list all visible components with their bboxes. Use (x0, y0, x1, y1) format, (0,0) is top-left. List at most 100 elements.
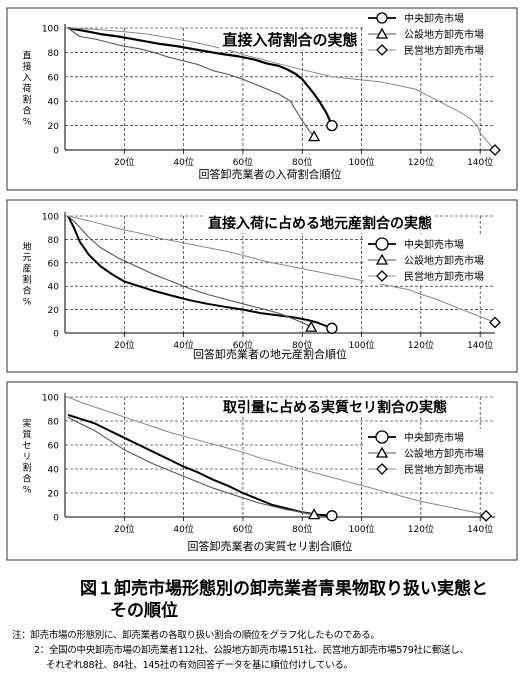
chart-2-x-tick-label: 80位 (292, 339, 312, 351)
figure-caption: 図１卸売市場形態別の卸売業者青果物取り扱い実態と その順位 (80, 578, 510, 622)
chart-3-y-axis-label: リ (22, 453, 31, 463)
chart-2-y-axis-label: 地 (22, 241, 31, 253)
chart-3-series-3-end-marker (480, 509, 493, 522)
chart-1-series-3-line (67, 27, 496, 151)
chart-1-y-axis-label: 直 (22, 50, 31, 62)
chart-1-title-background (219, 30, 361, 50)
caption-line-2: その順位 (110, 601, 178, 621)
chart-3-series-2-end-marker (307, 508, 321, 520)
chart-1-y-axis-label: % (23, 118, 32, 128)
chart-1-series-2-line (67, 27, 315, 137)
chart-3-legend-label-1: 中央卸売市場 (404, 431, 464, 444)
chart-2-y-axis-label: % (23, 298, 32, 308)
chart-2-series-1-end-marker (326, 322, 338, 334)
chart-3-legend-marker-3 (376, 463, 388, 475)
chart-3-legend-marker-2 (375, 446, 389, 458)
chart-3-x-axis-label: 回答卸売業者の実質セリ割合順位 (188, 539, 353, 553)
chart-1-y-axis-label: 荷 (22, 84, 31, 95)
chart-3-y-axis-label: セ (22, 441, 31, 452)
chart-3-x-tick-label: 60位 (233, 523, 253, 535)
chart-2-x-tick-label: 100位 (348, 339, 374, 351)
chart-3-y-tick-label: 20 (48, 490, 60, 500)
chart-3-x-tick-label: 40位 (173, 523, 193, 535)
chart-2-series-2-end-marker (305, 320, 318, 332)
chart-3-legend-marker-1 (375, 430, 389, 444)
chart-2-legend-marker-1 (375, 237, 389, 251)
chart-2-y-tick-label: 100 (42, 213, 59, 223)
chart-2-x-tick-label: 60位 (233, 339, 253, 351)
chart-1-frame (6, 7, 518, 191)
chart-2-legend-marker-2 (375, 253, 389, 265)
chart-3-series-2-line (67, 416, 315, 516)
chart-2-x-axis-label: 回答卸売業者の地元産割合順位 (193, 347, 347, 361)
note-2-continued: それぞれ88社、84社、145社の有効回答データを基に順位付けしている。 (46, 660, 353, 671)
chart-1-x-tick-label: 140位 (467, 156, 493, 168)
chart-1-legend-marker-2 (375, 27, 389, 39)
chart-3-legend-label-3: 民営地方卸売市場 (404, 463, 484, 476)
chart-3-x-tick-label: 20位 (114, 523, 134, 535)
chart-3-title: 取引量に占める実質セリ割合の実態 (223, 399, 447, 416)
chart-2-y-axis-label: 産 (22, 263, 31, 275)
chart-1-x-tick-label: 100位 (348, 156, 374, 168)
chart-1-y-tick-label: 40 (48, 98, 60, 108)
chart-1-x-axis-label: 回答卸売業者の入荷割合順位 (199, 167, 342, 181)
chart-1-y-tick-label: 60 (48, 73, 60, 83)
chart-2-legend-label-1: 中央卸売市場 (404, 238, 464, 251)
chart-2-y-axis-label: 合 (22, 285, 31, 297)
chart-2-y-tick-label: 20 (48, 306, 60, 316)
chart-2-series-2-line (67, 215, 312, 328)
chart-3-y-tick-label: 0 (53, 514, 59, 524)
chart-2-x-tick-label: 120位 (408, 339, 434, 351)
chart-2-y-tick-label: 60 (48, 259, 60, 269)
chart-2-y-axis-label: 元 (22, 254, 31, 264)
chart-1-series-1-end-marker (326, 119, 338, 132)
chart-1-x-tick-label: 40位 (173, 156, 193, 168)
chart-3-x-tick-label: 100位 (348, 523, 374, 535)
chart-3-y-axis-label: 合 (22, 473, 31, 485)
chart-3-x-tick-label: 120位 (408, 523, 434, 535)
chart-1-x-tick-label: 80位 (292, 156, 312, 168)
chart-2-x-tick-label: 140位 (467, 339, 493, 351)
chart-3-y-axis-label: % (23, 486, 32, 496)
chart-1-legend-label-1: 中央卸売市場 (404, 12, 464, 25)
chart-1-legend-label-2: 公設地方卸売市場 (404, 28, 484, 41)
chart-1-title: 直接入荷割合の実態 (222, 31, 357, 49)
chart-3-y-axis-label: 実 (22, 418, 31, 430)
chart-1-y-axis-label: 割 (22, 94, 31, 106)
chart-1-series-2-end-marker (307, 130, 321, 142)
chart-2-series-3-line (67, 215, 496, 323)
note-2: 2：全国の中央卸売市場の卸売業者112社、公設地方卸売市場151社、民営地方卸売… (34, 645, 469, 656)
chart-3-series-1-end-marker (326, 510, 338, 522)
caption-line-1: 図１卸売市場形態別の卸売業者青果物取り扱い実態と (80, 579, 488, 599)
chart-1-legend-marker-1 (376, 12, 388, 24)
chart-2-legend-label-3: 民営地方卸売市場 (404, 270, 484, 283)
chart-3-y-tick-label: 80 (48, 418, 60, 428)
chart-2-legend-label-2: 公設地方卸売市場 (404, 254, 484, 267)
chart-2-x-tick-label: 20位 (114, 339, 134, 351)
chart-3-title-background (220, 398, 450, 417)
chart-3-y-tick-label: 100 (42, 394, 59, 404)
chart-1-legend-label-3: 民営地方卸売市場 (404, 44, 484, 57)
chart-3-y-tick-label: 60 (48, 442, 60, 452)
chart-1-y-tick-label: 20 (48, 122, 60, 132)
chart-3-legend-label-2: 公設地方卸売市場 (404, 447, 484, 460)
chart-1-x-tick-label: 20位 (114, 156, 134, 168)
chart-3-frame (6, 381, 518, 561)
chart-2-legend-marker-3 (376, 270, 388, 282)
chart-3-series-1-line (67, 414, 332, 517)
chart-1-series-3-end-marker (489, 144, 501, 156)
chart-3-x-tick-label: 140位 (467, 523, 493, 535)
chart-2-series-3-end-marker (489, 316, 501, 329)
chart-1-x-tick-label: 60位 (233, 156, 253, 168)
figure-notes: 注：卸売市場の形態別に、卸売業者の各取り扱い割合の順位をグラフ化したものである。… (12, 628, 517, 673)
chart-2-series-1-line (67, 215, 333, 330)
chart-1-y-tick-label: 100 (42, 25, 59, 35)
chart-3-y-axis-label: 質 (22, 429, 31, 441)
chart-3-y-axis-label: 割 (22, 462, 31, 474)
chart-2-y-tick-label: 40 (48, 283, 60, 293)
chart-2-y-tick-label: 0 (53, 330, 59, 340)
chart-1-legend-marker-3 (376, 44, 388, 56)
chart-2-y-tick-label: 80 (48, 236, 60, 246)
